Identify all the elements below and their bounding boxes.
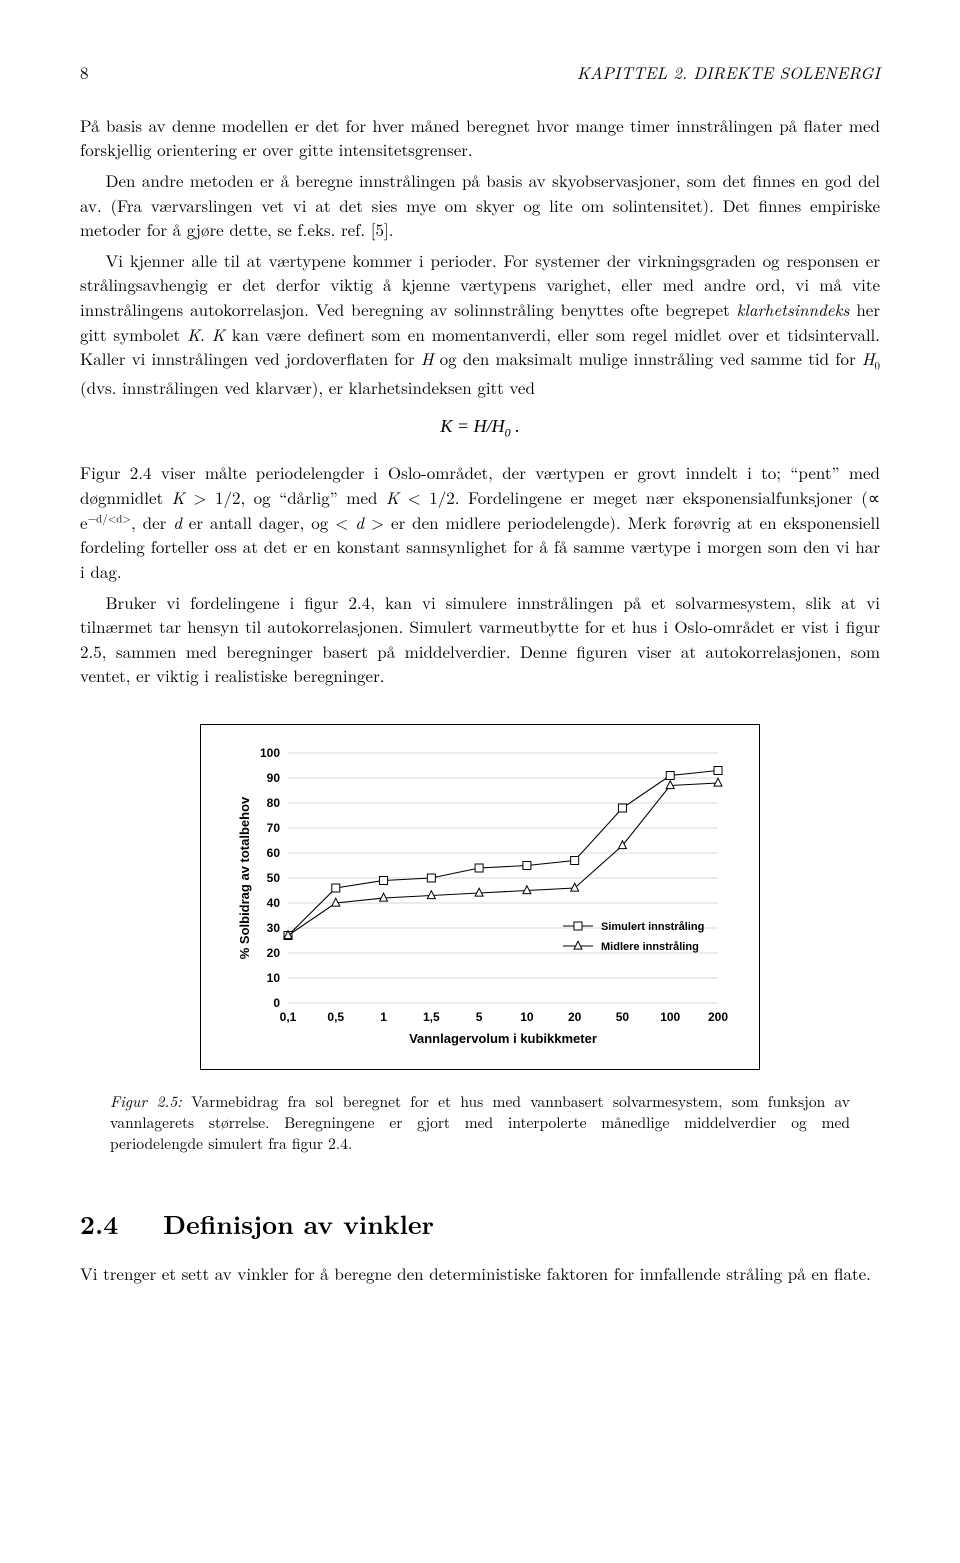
body-paragraph: Figur 2.4 viser målte periodelengder i O… xyxy=(80,460,880,583)
body-paragraph: Bruker vi fordelingene i figur 2.4, kan … xyxy=(80,590,880,689)
body-paragraph: Den andre metoden er å beregne innstråli… xyxy=(80,168,880,242)
svg-text:Midlere innstråling: Midlere innstråling xyxy=(601,941,699,953)
svg-text:70: 70 xyxy=(266,821,280,835)
svg-text:10: 10 xyxy=(266,971,280,985)
body-paragraph: Vi kjenner alle til at værtypene kommer … xyxy=(80,248,880,400)
svg-text:1,5: 1,5 xyxy=(422,1010,439,1024)
svg-text:90: 90 xyxy=(266,771,280,785)
svg-text:80: 80 xyxy=(266,796,280,810)
page-number: 8 xyxy=(80,60,89,85)
svg-text:10: 10 xyxy=(520,1010,534,1024)
running-head: KAPITTEL 2. DIREKTE SOLENERGI xyxy=(577,60,880,85)
figure-caption: Figur 2.5: Varmebidrag fra sol beregnet … xyxy=(110,1092,850,1155)
svg-text:20: 20 xyxy=(567,1010,581,1024)
svg-text:50: 50 xyxy=(266,871,280,885)
svg-text:Vannlagervolum i kubikkmeter: Vannlagervolum i kubikkmeter xyxy=(409,1031,597,1046)
body-paragraph: Vi trenger et sett av vinkler for å bere… xyxy=(80,1261,880,1286)
svg-text:30: 30 xyxy=(266,921,280,935)
svg-text:0,5: 0,5 xyxy=(327,1010,344,1024)
svg-text:100: 100 xyxy=(660,1010,680,1024)
line-chart-svg: 0 10 20 30 40 50 60 70 80 90 100 0,1 0,5 1 1,5 5 10 20 50 1… xyxy=(233,747,728,1051)
svg-text:% Solbidrag av totalbehov: % Solbidrag av totalbehov xyxy=(237,796,252,959)
svg-text:200: 200 xyxy=(707,1010,727,1024)
svg-text:0,1: 0,1 xyxy=(279,1010,296,1024)
equation: K = H/H0 . xyxy=(80,413,880,442)
svg-text:60: 60 xyxy=(266,846,280,860)
section-heading: 2.4 Definisjon av vinkler xyxy=(80,1205,880,1243)
svg-text:0: 0 xyxy=(273,996,280,1010)
svg-text:1: 1 xyxy=(380,1010,387,1024)
svg-text:5: 5 xyxy=(475,1010,482,1024)
svg-text:40: 40 xyxy=(266,896,280,910)
svg-text:20: 20 xyxy=(266,946,280,960)
svg-text:Simulert innstråling: Simulert innstråling xyxy=(601,921,704,933)
running-header: 8 KAPITTEL 2. DIREKTE SOLENERGI xyxy=(80,60,880,85)
body-paragraph: På basis av denne modellen er det for hv… xyxy=(80,113,880,162)
svg-text:100: 100 xyxy=(259,747,279,760)
svg-text:50: 50 xyxy=(615,1010,629,1024)
figure-chart: 0 10 20 30 40 50 60 70 80 90 100 0,1 0,5 1 1,5 5 10 20 50 1… xyxy=(200,724,760,1070)
